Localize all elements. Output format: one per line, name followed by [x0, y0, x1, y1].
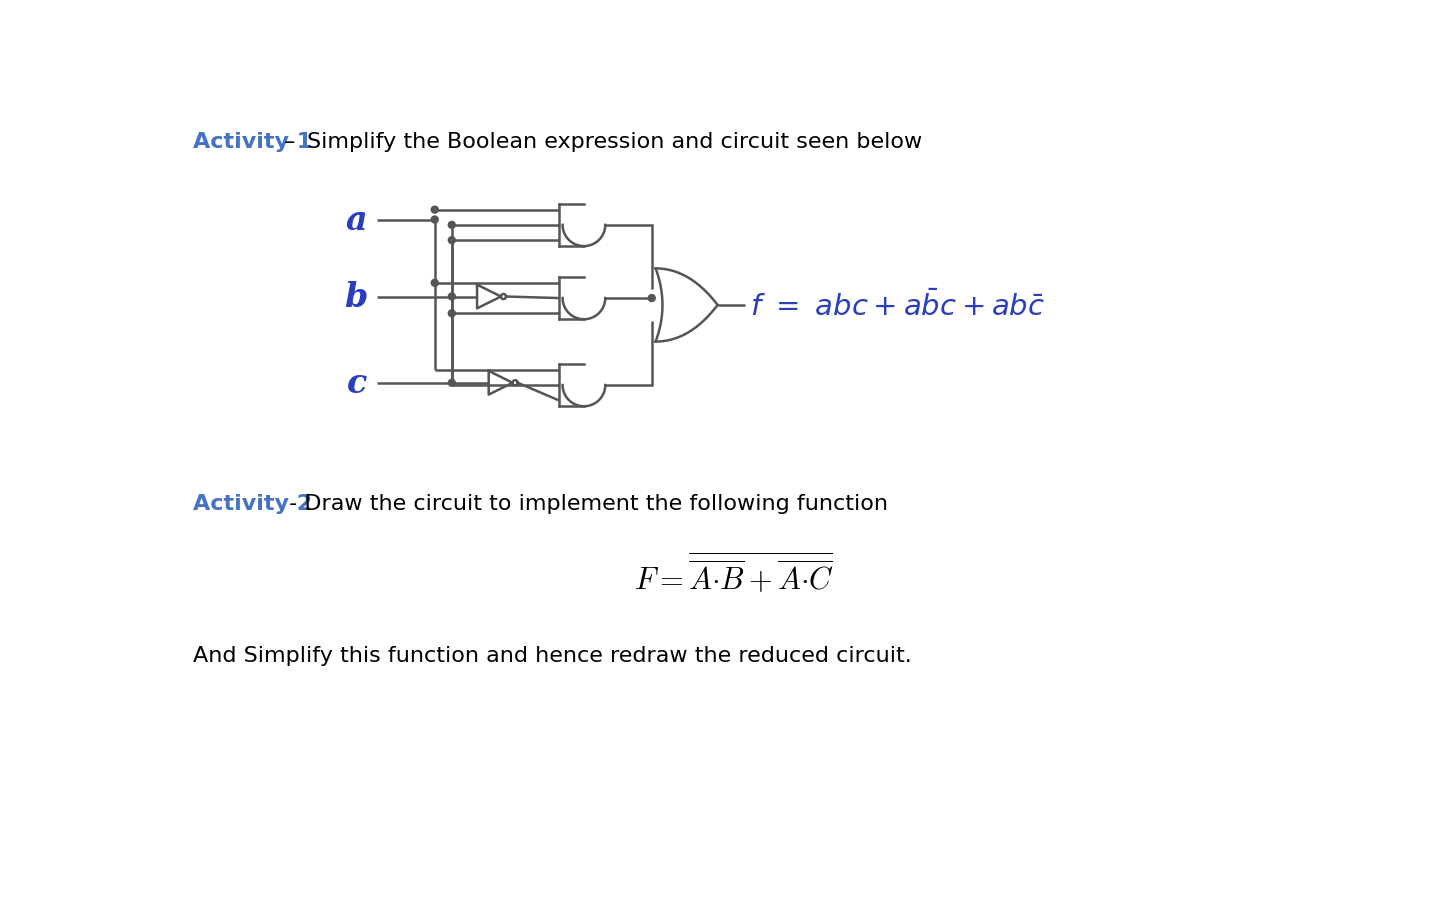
- Circle shape: [448, 380, 455, 387]
- Circle shape: [448, 294, 455, 301]
- Circle shape: [448, 237, 455, 244]
- Circle shape: [431, 217, 438, 223]
- Text: Simplify the Boolean expression and circuit seen below: Simplify the Boolean expression and circ…: [306, 131, 922, 152]
- Text: c: c: [347, 367, 368, 400]
- Circle shape: [431, 280, 438, 287]
- Text: b: b: [344, 280, 368, 313]
- Text: $F=\overline{\overline{A{\cdot}B}+\overline{A{\cdot}C}}$: $F=\overline{\overline{A{\cdot}B}+\overl…: [634, 549, 833, 595]
- Text: a: a: [345, 204, 368, 237]
- Text: And Simplify this function and hence redraw the reduced circuit.: And Simplify this function and hence red…: [193, 645, 912, 664]
- Text: Activity 2: Activity 2: [193, 494, 312, 514]
- Circle shape: [649, 295, 656, 302]
- Text: - Draw the circuit to implement the following function: - Draw the circuit to implement the foll…: [282, 494, 888, 514]
- Circle shape: [448, 222, 455, 229]
- Circle shape: [431, 207, 438, 214]
- Text: Activity 1: Activity 1: [193, 131, 312, 152]
- Text: –: –: [278, 131, 304, 152]
- Circle shape: [448, 311, 455, 317]
- Text: $\mathit{f}\ =\ \mathit{abc}+\mathit{a}\bar{\mathit{b}}\mathit{c}+\mathit{ab}\ba: $\mathit{f}\ =\ \mathit{abc}+\mathit{a}\…: [750, 289, 1045, 322]
